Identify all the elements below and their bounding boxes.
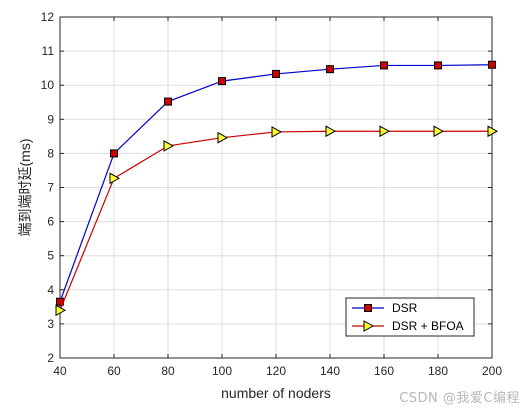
data-point: [218, 77, 226, 86]
data-point: [163, 140, 175, 152]
x-tick-label: 180: [428, 364, 448, 378]
y-tick-label: 7: [47, 181, 54, 195]
data-point: [487, 125, 499, 138]
data-point: [380, 61, 388, 70]
data-point: [55, 304, 67, 317]
legend-marker: [363, 320, 375, 332]
y-tick-label: 2: [47, 351, 54, 365]
x-tick-label: 160: [374, 364, 394, 378]
x-tick-label: 120: [266, 364, 286, 378]
y-tick-label: 6: [47, 215, 54, 229]
axis-ticks: 40 60 80 100 120 140 160 180 200 2 3 4 5 6 7 8 9 10 11 12: [41, 10, 503, 378]
data-point: [109, 172, 121, 185]
legend-marker: [364, 304, 372, 312]
data-point: [488, 60, 496, 69]
legend: DSR DSR + BFOA: [345, 297, 475, 337]
data-point: [325, 125, 337, 138]
x-tick-label: 40: [53, 364, 67, 378]
y-tick-label: 3: [47, 317, 54, 331]
x-tick-label: 200: [482, 364, 502, 378]
watermark: CSDN @我爱C编程: [399, 391, 520, 406]
y-tick-label: 4: [47, 283, 54, 297]
legend-entry-label: DSR: [392, 301, 418, 315]
y-tick-label: 5: [47, 249, 54, 263]
data-point: [110, 149, 118, 158]
x-tick-label: 80: [161, 364, 175, 378]
series-layer: [55, 60, 499, 317]
y-tick-label: 12: [41, 10, 55, 24]
data-point: [379, 125, 391, 138]
series-2: [55, 125, 499, 317]
x-axis-label: number of noders: [221, 385, 331, 401]
grid: [60, 17, 492, 358]
x-tick-label: 100: [212, 364, 232, 378]
x-tick-label: 60: [107, 364, 121, 378]
x-tick-label: 140: [320, 364, 340, 378]
y-tick-label: 8: [47, 146, 54, 160]
data-point: [271, 126, 283, 138]
data-point: [326, 65, 334, 74]
y-axis-label: 端到端时延(ms): [17, 139, 33, 237]
series-1: [56, 60, 496, 306]
data-point: [433, 125, 445, 138]
data-point: [164, 97, 172, 106]
data-point: [272, 69, 280, 78]
y-tick-label: 9: [47, 112, 54, 126]
data-point: [217, 131, 229, 144]
y-tick-label: 11: [42, 44, 55, 58]
data-point: [434, 61, 442, 70]
legend-entry-label: DSR + BFOA: [392, 319, 464, 333]
y-tick-label: 10: [41, 78, 55, 92]
